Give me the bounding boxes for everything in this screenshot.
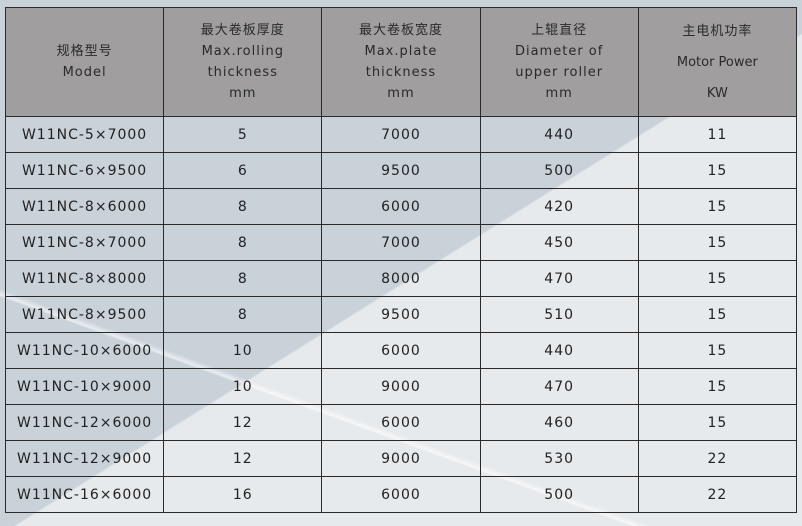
table-row: W11NC-6×9500 6 9500 500 15 <box>4 152 798 189</box>
cell-thickness: 10 <box>163 332 323 369</box>
cell-model: W11NC-8×6000 <box>4 188 165 225</box>
table-row: W11NC-8×8000 8 8000 470 15 <box>4 260 798 297</box>
cell-width: 9500 <box>321 296 481 333</box>
cell-width: 9500 <box>321 152 481 189</box>
cell-power: 15 <box>637 152 798 189</box>
cell-diameter: 470 <box>479 368 639 405</box>
cell-thickness: 6 <box>163 152 323 189</box>
cell-width: 9000 <box>321 368 481 405</box>
header-diameter: 上辊直径 Diameter of upper roller mm <box>479 7 639 117</box>
cell-diameter: 420 <box>479 188 639 225</box>
cell-power: 22 <box>637 476 798 513</box>
cell-width: 7000 <box>321 224 481 261</box>
cell-thickness: 8 <box>163 188 323 225</box>
cell-diameter: 440 <box>479 332 639 369</box>
cell-model: W11NC-8×7000 <box>4 224 165 261</box>
cell-thickness: 8 <box>163 260 323 297</box>
spec-table: 规格型号 Model 最大卷板厚度 Max.rolling thickness mm 最… <box>4 7 798 513</box>
cell-power: 11 <box>637 116 798 153</box>
table-row: W11NC-8×7000 8 7000 450 15 <box>4 224 798 261</box>
table-row: W11NC-10×6000 10 6000 440 15 <box>4 332 798 369</box>
cell-diameter: 500 <box>479 152 639 189</box>
cell-width: 6000 <box>321 476 481 513</box>
cell-diameter: 510 <box>479 296 639 333</box>
cell-thickness: 8 <box>163 224 323 261</box>
table-row: W11NC-10×9000 10 9000 470 15 <box>4 368 798 405</box>
cell-width: 8000 <box>321 260 481 297</box>
table-row: W11NC-8×9500 8 9500 510 15 <box>4 296 798 333</box>
cell-thickness: 12 <box>163 404 323 441</box>
cell-power: 15 <box>637 260 798 297</box>
cell-power: 15 <box>637 188 798 225</box>
table-row: W11NC-12×6000 12 6000 460 15 <box>4 404 798 441</box>
cell-model: W11NC-10×6000 <box>4 332 165 369</box>
cell-power: 22 <box>637 440 798 477</box>
table-row: W11NC-16×6000 16 6000 500 22 <box>4 476 798 513</box>
cell-power: 15 <box>637 296 798 333</box>
cell-diameter: 460 <box>479 404 639 441</box>
cell-model: W11NC-10×9000 <box>4 368 165 405</box>
header-width: 最大卷板宽度 Max.plate thickness mm <box>321 7 481 117</box>
header-model: 规格型号 Model <box>4 7 165 117</box>
cell-diameter: 450 <box>479 224 639 261</box>
cell-width: 9000 <box>321 440 481 477</box>
cell-diameter: 500 <box>479 476 639 513</box>
cell-thickness: 10 <box>163 368 323 405</box>
cell-thickness: 8 <box>163 296 323 333</box>
cell-diameter: 470 <box>479 260 639 297</box>
cell-diameter: 440 <box>479 116 639 153</box>
cell-model: W11NC-16×6000 <box>4 476 165 513</box>
cell-width: 6000 <box>321 188 481 225</box>
header-thickness: 最大卷板厚度 Max.rolling thickness mm <box>163 7 323 117</box>
table-row: W11NC-5×7000 5 7000 440 11 <box>4 116 798 153</box>
cell-diameter: 530 <box>479 440 639 477</box>
header-power: 主电机功率 Motor Power KW <box>637 7 798 117</box>
cell-thickness: 5 <box>163 116 323 153</box>
cell-power: 15 <box>637 224 798 261</box>
cell-width: 6000 <box>321 332 481 369</box>
cell-power: 15 <box>637 332 798 369</box>
cell-model: W11NC-12×9000 <box>4 440 165 477</box>
table-row: W11NC-8×6000 8 6000 420 15 <box>4 188 798 225</box>
cell-width: 7000 <box>321 116 481 153</box>
header-row: 规格型号 Model 最大卷板厚度 Max.rolling thickness mm 最… <box>4 7 798 117</box>
cell-power: 15 <box>637 368 798 405</box>
cell-model: W11NC-12×6000 <box>4 404 165 441</box>
cell-thickness: 16 <box>163 476 323 513</box>
cell-width: 6000 <box>321 404 481 441</box>
cell-model: W11NC-8×8000 <box>4 260 165 297</box>
table-row: W11NC-12×9000 12 9000 530 22 <box>4 440 798 477</box>
cell-thickness: 12 <box>163 440 323 477</box>
cell-model: W11NC-6×9500 <box>4 152 165 189</box>
cell-power: 15 <box>637 404 798 441</box>
cell-model: W11NC-5×7000 <box>4 116 165 153</box>
cell-model: W11NC-8×9500 <box>4 296 165 333</box>
